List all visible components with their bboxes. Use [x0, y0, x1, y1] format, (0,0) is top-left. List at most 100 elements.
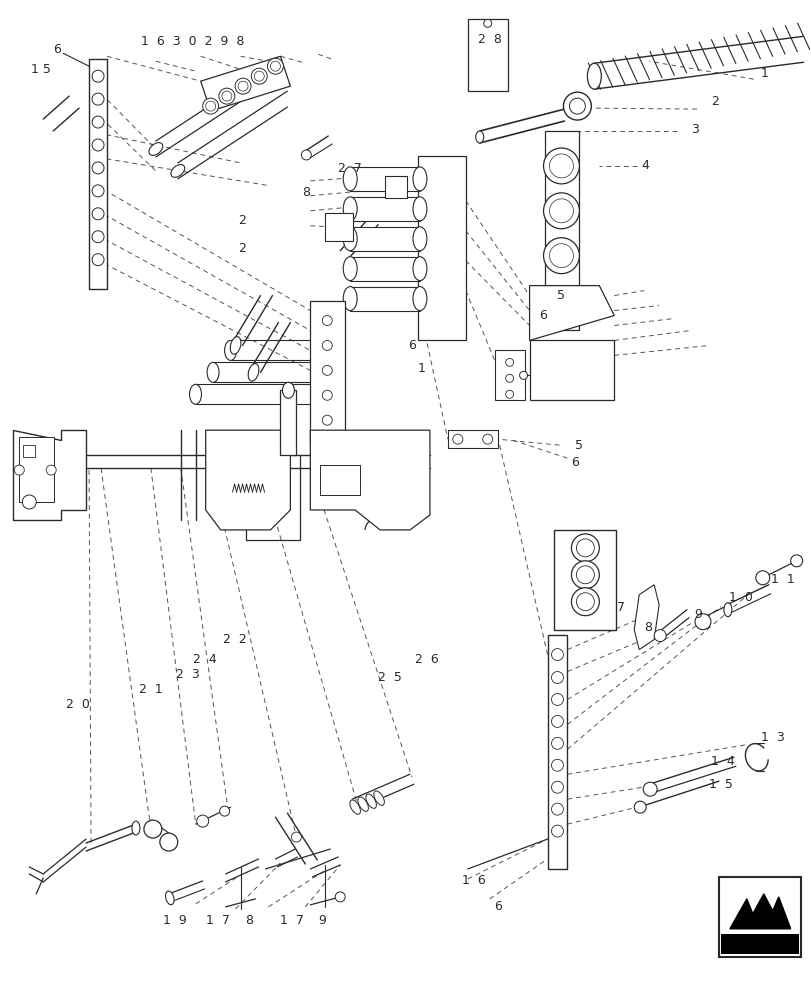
Text: 2: 2: [710, 95, 718, 108]
Circle shape: [576, 539, 594, 557]
Ellipse shape: [366, 794, 376, 808]
Ellipse shape: [131, 821, 139, 835]
Bar: [310, 301, 345, 445]
Circle shape: [221, 91, 232, 101]
Circle shape: [551, 693, 563, 705]
Text: 6: 6: [54, 43, 61, 56]
Circle shape: [519, 371, 527, 379]
Circle shape: [551, 672, 563, 683]
Bar: [418, 156, 466, 340]
Circle shape: [22, 495, 36, 509]
Circle shape: [92, 116, 104, 128]
Text: 9: 9: [318, 914, 326, 927]
Text: 1: 1: [760, 67, 768, 80]
Circle shape: [453, 434, 462, 444]
Ellipse shape: [343, 287, 357, 311]
Circle shape: [205, 101, 216, 111]
Polygon shape: [310, 430, 429, 530]
Text: 1  9: 1 9: [163, 914, 187, 927]
Circle shape: [633, 801, 646, 813]
Circle shape: [144, 820, 161, 838]
Circle shape: [642, 782, 656, 796]
Circle shape: [160, 833, 178, 851]
Text: 1  6  3  0  2  9  8: 1 6 3 0 2 9 8: [141, 35, 244, 48]
Circle shape: [571, 588, 599, 616]
Bar: [529, 340, 614, 400]
Ellipse shape: [225, 340, 236, 360]
Circle shape: [335, 892, 345, 902]
Bar: [350, 287, 419, 311]
Text: 9: 9: [693, 608, 701, 621]
Circle shape: [576, 593, 594, 611]
Text: 1  7: 1 7: [205, 914, 230, 927]
Ellipse shape: [207, 362, 219, 382]
Bar: [554, 530, 616, 630]
Polygon shape: [633, 585, 659, 650]
Circle shape: [92, 254, 104, 266]
Circle shape: [571, 561, 599, 589]
Bar: [350, 227, 419, 251]
Circle shape: [92, 162, 104, 174]
Circle shape: [203, 98, 218, 114]
Text: 2  8: 2 8: [477, 33, 501, 46]
Bar: [448, 430, 497, 448]
Text: 8: 8: [245, 914, 253, 927]
Circle shape: [92, 231, 104, 243]
Circle shape: [46, 465, 56, 475]
Ellipse shape: [586, 63, 601, 89]
Text: 1  1: 1 1: [770, 573, 793, 586]
Bar: [24, 445, 35, 457]
Text: 2  2: 2 2: [222, 633, 246, 646]
Circle shape: [551, 759, 563, 771]
Circle shape: [267, 58, 283, 74]
Text: 2: 2: [238, 242, 247, 255]
Circle shape: [322, 340, 332, 350]
Ellipse shape: [148, 143, 162, 155]
Ellipse shape: [343, 227, 357, 251]
Ellipse shape: [343, 257, 357, 281]
Bar: [718, 877, 800, 957]
Text: 8: 8: [643, 621, 651, 634]
Ellipse shape: [358, 797, 368, 811]
Bar: [350, 167, 419, 191]
Ellipse shape: [343, 167, 357, 191]
Circle shape: [322, 365, 332, 375]
Bar: [320, 465, 360, 495]
Circle shape: [219, 806, 230, 816]
Circle shape: [551, 737, 563, 749]
Text: 1  0: 1 0: [728, 591, 752, 604]
Circle shape: [251, 68, 267, 84]
Text: 5: 5: [575, 439, 582, 452]
Text: 2  1: 2 1: [139, 683, 162, 696]
Circle shape: [543, 193, 579, 229]
Bar: [325, 213, 353, 241]
Circle shape: [505, 358, 513, 366]
Text: 8: 8: [302, 186, 310, 199]
Ellipse shape: [230, 337, 241, 354]
Circle shape: [291, 832, 301, 842]
Circle shape: [543, 148, 579, 184]
Ellipse shape: [475, 131, 483, 143]
Text: 1  3: 1 3: [760, 731, 783, 744]
Circle shape: [301, 150, 311, 160]
Ellipse shape: [170, 165, 184, 177]
Text: 5: 5: [557, 289, 564, 302]
Bar: [494, 350, 524, 400]
Text: 1  5: 1 5: [708, 778, 732, 791]
Ellipse shape: [282, 382, 294, 398]
Circle shape: [196, 815, 208, 827]
Circle shape: [694, 614, 710, 630]
Ellipse shape: [189, 384, 201, 404]
Circle shape: [483, 434, 492, 444]
Text: 4: 4: [641, 159, 648, 172]
Circle shape: [505, 390, 513, 398]
Text: 2: 2: [238, 214, 247, 227]
Text: 1  4: 1 4: [710, 755, 734, 768]
Circle shape: [549, 199, 573, 223]
Circle shape: [549, 244, 573, 268]
Ellipse shape: [373, 791, 384, 805]
Circle shape: [551, 781, 563, 793]
Bar: [19, 437, 54, 502]
Circle shape: [549, 154, 573, 178]
Ellipse shape: [413, 257, 427, 281]
